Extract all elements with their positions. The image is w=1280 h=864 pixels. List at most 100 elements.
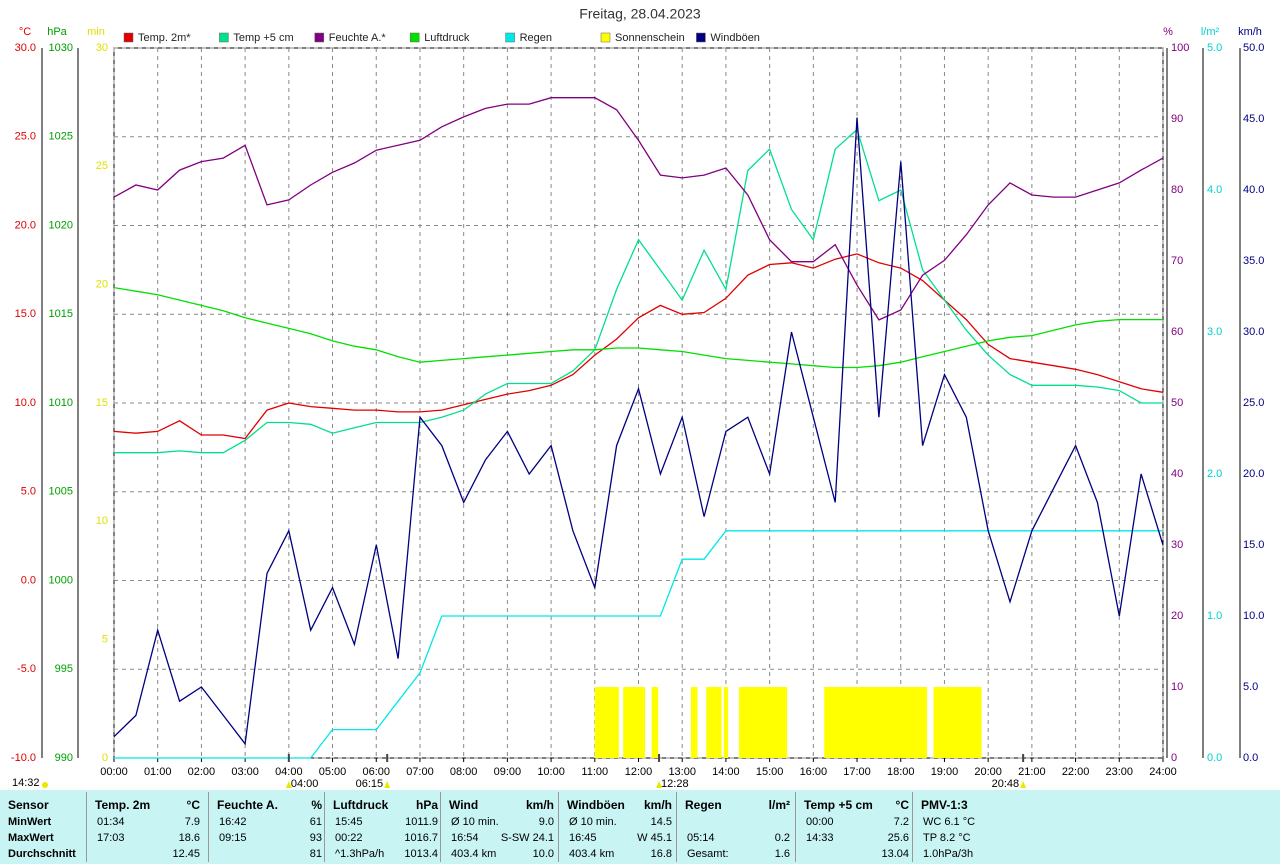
x-tick-label: 04:00 xyxy=(275,766,303,778)
column-unit: hPa xyxy=(415,798,438,812)
cell-value: 81 xyxy=(309,848,322,860)
summary-table: Sensor MinWert MaxWert Durchschnitt Temp. 2m… xyxy=(0,790,1280,864)
x-tick-label: 22:00 xyxy=(1062,766,1090,778)
sunshine-bar xyxy=(739,687,788,758)
separator xyxy=(795,792,796,862)
y-tick-label: 15.0 xyxy=(15,308,36,320)
x-tick-label: 13:00 xyxy=(668,766,696,778)
cell-time: MinWert xyxy=(8,816,52,828)
cell-time: Ø 10 min. xyxy=(451,816,499,828)
y-tick-label: 1010 xyxy=(49,397,73,409)
legend-swatch xyxy=(123,32,134,43)
cell-time: TP 8.2 °C xyxy=(923,832,971,844)
y-tick-label: 25.0 xyxy=(15,131,36,143)
separator xyxy=(912,792,913,862)
y-tick-label: 10.0 xyxy=(1243,610,1264,622)
y-tick-label: 80 xyxy=(1171,184,1183,196)
cell-time: 00:22 xyxy=(335,832,363,844)
sunshine-bar xyxy=(690,687,698,758)
separator xyxy=(208,792,209,862)
y-tick-label: 2.0 xyxy=(1207,468,1222,480)
sunshine-bar xyxy=(706,687,722,758)
column-header: Luftdruck xyxy=(333,798,389,812)
cell-time: ^1.3hPa/h xyxy=(335,848,385,860)
y-tick-label: 5 xyxy=(102,634,108,646)
cell-value: 9.0 xyxy=(538,816,554,828)
time-marker xyxy=(42,782,48,788)
cell-time: 403.4 km xyxy=(451,848,497,860)
y-tick-label: 1030 xyxy=(49,42,73,54)
column-header: Temp +5 cm xyxy=(804,798,873,812)
series-line xyxy=(113,97,1164,321)
y-tick-label: 1020 xyxy=(49,219,73,231)
x-tick-label: 21:00 xyxy=(1018,766,1046,778)
column-header: Wind xyxy=(449,798,479,812)
legend-label: Temp +5 cm xyxy=(233,32,293,44)
cell-value: 18.6 xyxy=(178,832,200,844)
column-unit: km/h xyxy=(525,798,554,812)
y-tick-label: 50 xyxy=(1171,397,1183,409)
y-tick-label: 35.0 xyxy=(1243,255,1264,267)
cell-value: 1016.7 xyxy=(404,832,438,844)
y-tick-label: 1005 xyxy=(49,486,73,498)
y-tick-label: 25 xyxy=(96,160,108,172)
cell-value: 10.0 xyxy=(532,848,554,860)
y-tick-label: 1015 xyxy=(49,308,73,320)
y-tick-label: -10.0 xyxy=(11,752,36,764)
sunshine-bar xyxy=(651,687,659,758)
y-tick-label: 3.0 xyxy=(1207,326,1222,338)
cell-value: 93 xyxy=(309,832,322,844)
series-line xyxy=(114,128,1163,454)
cell-value: 7.9 xyxy=(184,816,200,828)
sunshine-bar xyxy=(824,687,927,758)
annotation-label: 04:00 xyxy=(291,778,319,790)
x-tick-label: 23:00 xyxy=(1106,766,1134,778)
y-tick-label: 70 xyxy=(1171,255,1183,267)
cell-time: Ø 10 min. xyxy=(569,816,617,828)
cell-time: 15:45 xyxy=(335,816,363,828)
column-header: Regen xyxy=(685,798,722,812)
legend-label: Feuchte A.* xyxy=(329,32,387,44)
legend-label: Windböen xyxy=(710,32,760,44)
y-tick-label: 90 xyxy=(1171,113,1183,125)
y-tick-label: 30.0 xyxy=(15,42,36,54)
y-tick-label: 0.0 xyxy=(1207,752,1222,764)
y-tick-label: 10 xyxy=(96,515,108,527)
series-line xyxy=(113,117,1164,746)
separator xyxy=(440,792,441,862)
x-tick-label: 17:00 xyxy=(843,766,871,778)
y-tick-label: 30 xyxy=(96,42,108,54)
cell-value: 0.2 xyxy=(774,832,790,844)
y-tick-label: 0 xyxy=(102,752,108,764)
y-tick-label: 100 xyxy=(1171,42,1189,54)
column-unit: l/m² xyxy=(768,798,790,812)
series-line xyxy=(113,253,1164,440)
cell-value: 1013.4 xyxy=(404,848,438,860)
y-tick-label: 25.0 xyxy=(1243,397,1264,409)
x-tick-label: 16:00 xyxy=(800,766,828,778)
cell-value: 7.2 xyxy=(893,816,909,828)
cell-time: 09:15 xyxy=(219,832,247,844)
cell-time: Gesamt: xyxy=(687,848,729,860)
cell-value: 13.04 xyxy=(881,848,909,860)
x-tick-label: 05:00 xyxy=(319,766,347,778)
x-tick-label: 24:00 xyxy=(1149,766,1177,778)
annotation-label: 12:28 xyxy=(661,778,689,790)
sunshine-bar xyxy=(723,687,729,758)
y-tick-label: 990 xyxy=(55,752,73,764)
cell-time: 14:33 xyxy=(806,832,834,844)
time-label: 14:32 xyxy=(12,777,40,789)
cell-time: 16:54 xyxy=(451,832,479,844)
cell-time: MaxWert xyxy=(8,832,54,844)
y-tick-label: 995 xyxy=(55,663,73,675)
legend-swatch xyxy=(409,32,420,43)
y-tick-label: 15 xyxy=(96,397,108,409)
axis-label: km/h xyxy=(1238,26,1262,38)
cell-time: 16:42 xyxy=(219,816,247,828)
annotation-marker xyxy=(384,781,391,788)
legend-label: Regen xyxy=(520,32,552,44)
separator xyxy=(676,792,677,862)
separator xyxy=(86,792,87,862)
y-tick-label: 4.0 xyxy=(1207,184,1222,196)
cell-value: W 45.1 xyxy=(637,832,672,844)
